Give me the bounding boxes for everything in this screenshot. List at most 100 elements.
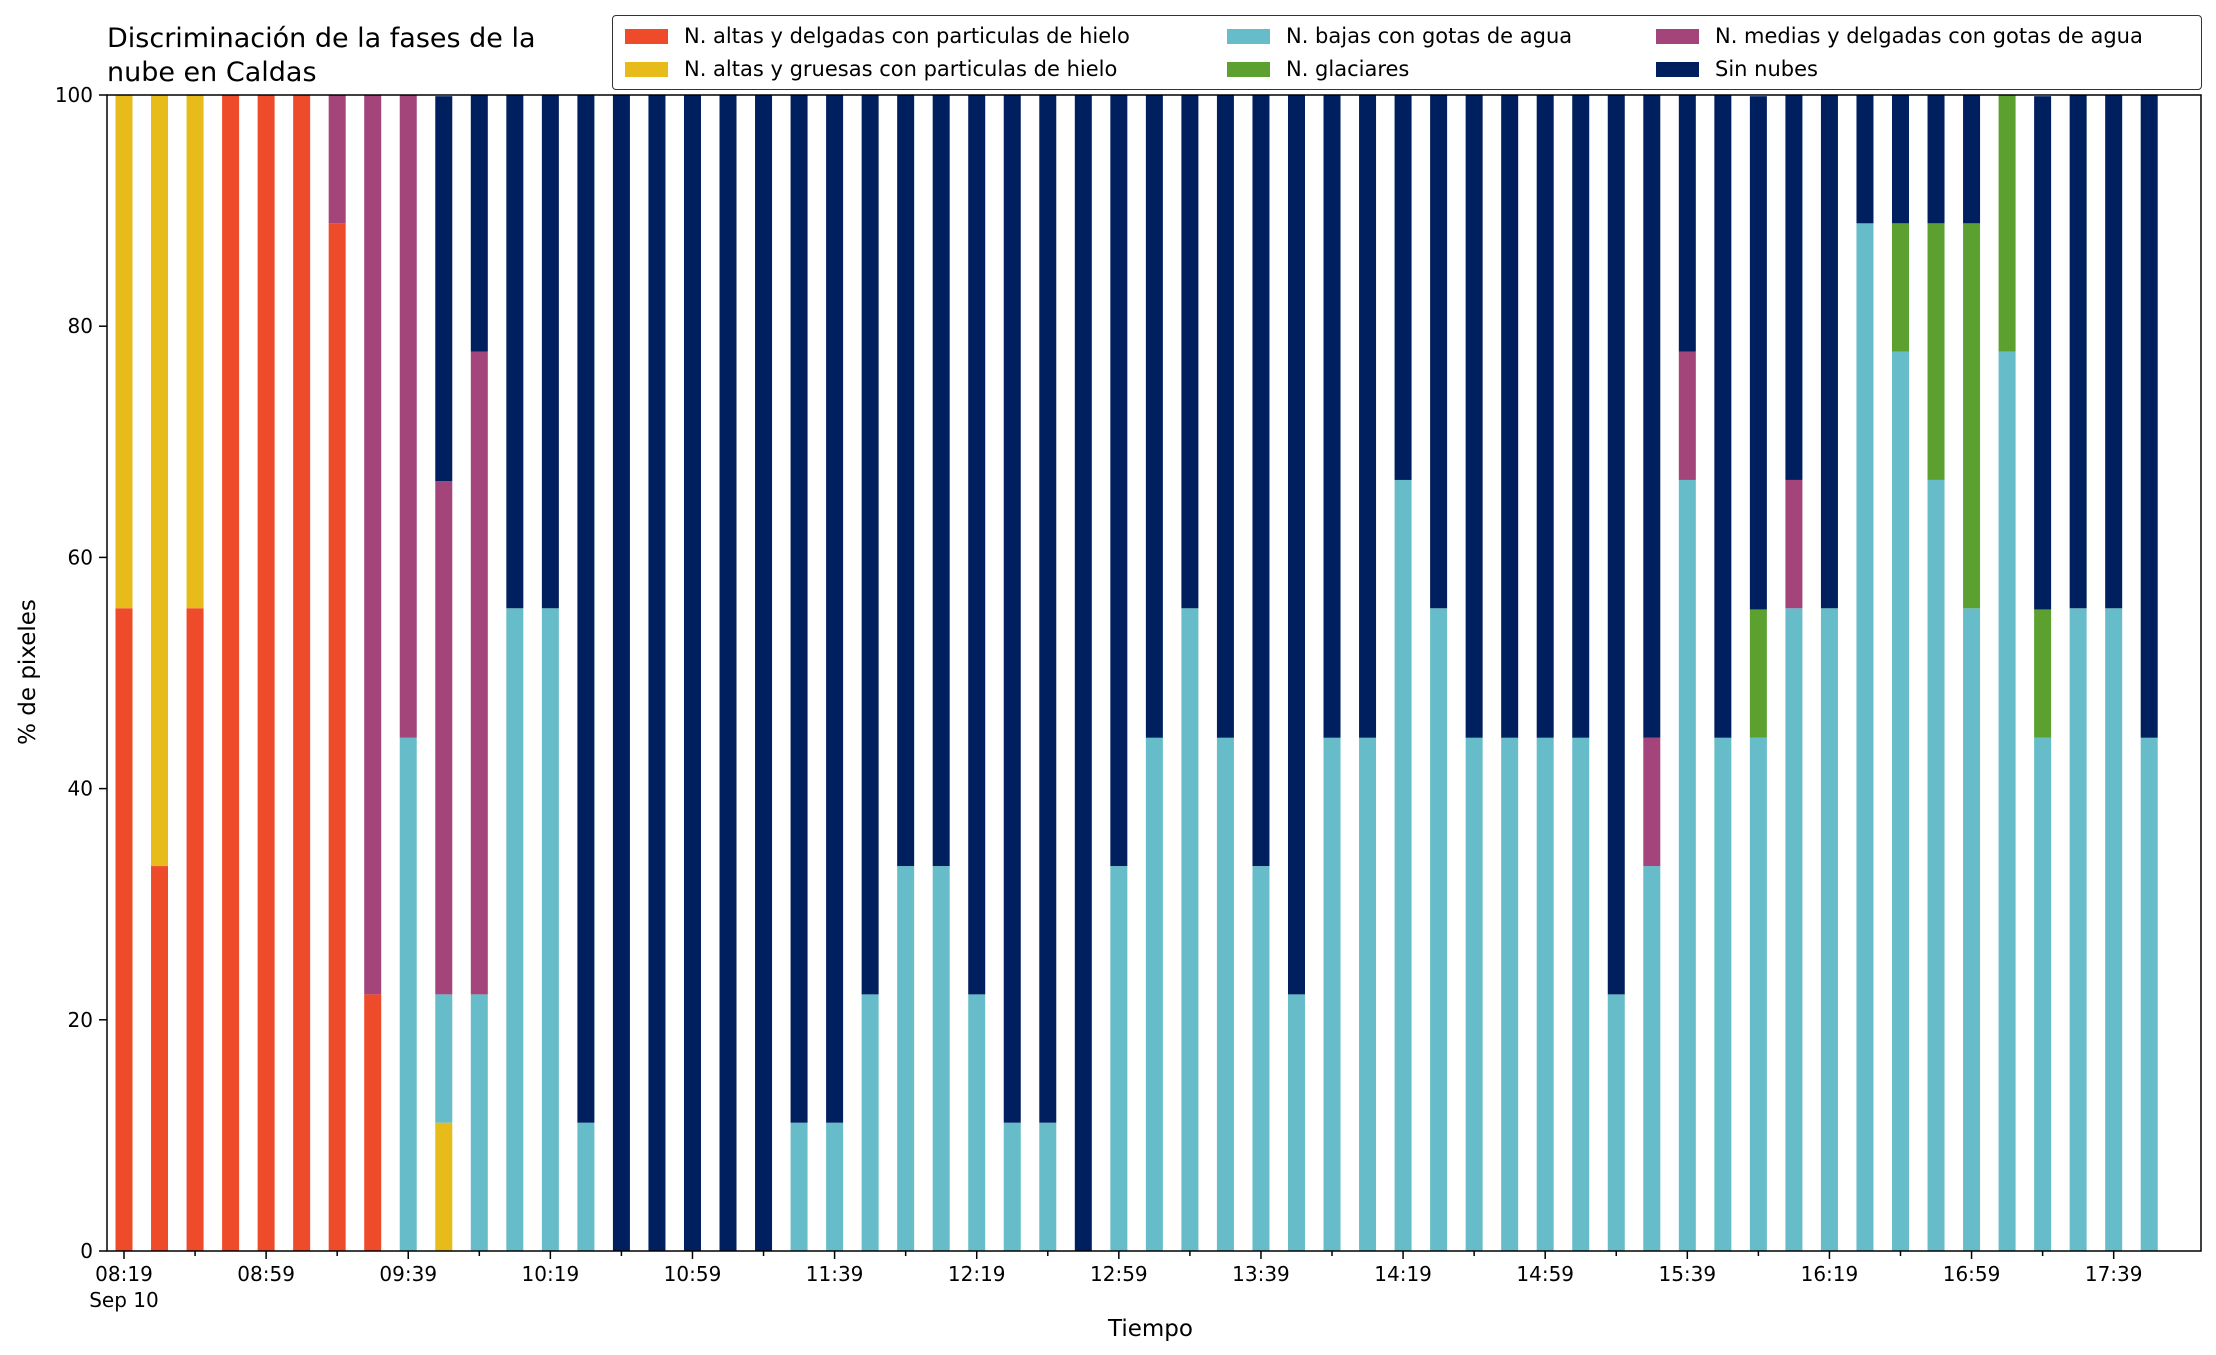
bar-segment-glaciar-1719 bbox=[2034, 609, 2052, 738]
bar-segment-baja-agua-1029 bbox=[577, 1122, 595, 1251]
bar-segment-baja-agua-1329 bbox=[1216, 737, 1234, 1251]
x-tick-label-1059: 10:59 bbox=[664, 1262, 722, 1286]
bar-segment-alta-gruesa-0949 bbox=[435, 1122, 453, 1251]
bar-segment-glaciar-1649 bbox=[1927, 223, 1945, 480]
legend-label-media-agua: N. medias y delgadas con gotas de agua bbox=[1715, 24, 2143, 48]
bar-segment-sin-nubes-1559 bbox=[1749, 96, 1767, 610]
bar-segment-baja-agua-1439 bbox=[1465, 737, 1483, 1251]
legend-label-baja-agua: N. bajas con gotas de agua bbox=[1286, 24, 1573, 48]
bar-segment-sin-nubes-1009 bbox=[506, 95, 524, 609]
bar-segment-alta-gruesa-0819 bbox=[115, 95, 133, 609]
bar-segment-media-agua-0929 bbox=[364, 95, 382, 995]
bar-segment-sin-nubes-1329 bbox=[1216, 95, 1234, 738]
legend-item-baja-agua: N. bajas con gotas de agua bbox=[1227, 21, 1572, 51]
bar-segment-baja-agua-1509 bbox=[1572, 737, 1590, 1251]
bar-segment-baja-agua-1159 bbox=[897, 866, 915, 1251]
x-axis-label: Tiempo bbox=[1108, 1316, 1193, 1342]
bar-segment-sin-nubes-1639 bbox=[1892, 95, 1909, 224]
bar-segment-sin-nubes-0959 bbox=[470, 95, 488, 352]
x-tick-label-1659: 16:59 bbox=[1943, 1262, 2001, 1286]
bar-segment-sin-nubes-1659 bbox=[1963, 95, 1981, 224]
x-tick-label-1739: 17:39 bbox=[2085, 1262, 2143, 1286]
chart-title-line-1: Discriminación de la fases de la bbox=[107, 23, 536, 54]
bar-segment-baja-agua-1739 bbox=[2105, 608, 2123, 1251]
bar-segment-sin-nubes-1749 bbox=[2140, 95, 2158, 738]
bar-segment-baja-agua-1559 bbox=[1749, 737, 1767, 1251]
bar-segment-glaciar-1709 bbox=[1998, 95, 2016, 352]
legend-item-glaciar: N. glaciares bbox=[1227, 54, 1409, 84]
legend-swatch-baja-agua bbox=[1227, 28, 1270, 44]
bar-segment-media-agua-0949 bbox=[435, 481, 453, 995]
bar-segment-baja-agua-1649 bbox=[1927, 479, 1945, 1251]
bar-segment-glaciar-1639 bbox=[1892, 223, 1909, 352]
x-tick-label-1459: 14:59 bbox=[1516, 1262, 1574, 1286]
bar-segment-sin-nubes-1059 bbox=[683, 95, 701, 1251]
bar-segment-baja-agua-1539 bbox=[1678, 479, 1696, 1251]
x-tick-label-0939: 09:39 bbox=[379, 1262, 437, 1286]
bar-segment-baja-agua-0949 bbox=[435, 994, 453, 1123]
bar-segment-glaciar-1559 bbox=[1749, 609, 1767, 738]
bar-segment-baja-agua-1139 bbox=[826, 1122, 844, 1251]
bar-segment-baja-agua-1239 bbox=[1039, 1122, 1057, 1251]
bar-segment-sin-nubes-1349 bbox=[1287, 95, 1305, 995]
y-tick-label-60: 60 bbox=[68, 545, 93, 569]
bar-segment-baja-agua-1359 bbox=[1323, 737, 1341, 1251]
legend-swatch-alta-gruesa bbox=[625, 61, 668, 77]
bar-segment-sin-nubes-1619 bbox=[1820, 95, 1838, 609]
bar-segment-baja-agua-0939 bbox=[399, 737, 417, 1251]
bar-segment-baja-agua-1009 bbox=[506, 608, 524, 1251]
bar-segment-alta-gruesa-0829 bbox=[151, 95, 169, 867]
bar-segment-baja-agua-1529 bbox=[1643, 866, 1661, 1251]
bar-segment-sin-nubes-1149 bbox=[861, 95, 879, 995]
y-tick-label-100: 100 bbox=[55, 83, 93, 107]
x-tick-label-1419: 14:19 bbox=[1374, 1262, 1432, 1286]
bars-layer bbox=[115, 95, 2158, 1251]
bar-segment-baja-agua-1259 bbox=[1110, 866, 1128, 1251]
bar-segment-alta-delgada-0859 bbox=[257, 95, 275, 1251]
y-tick-label-40: 40 bbox=[68, 777, 93, 801]
bar-segment-sin-nubes-1439 bbox=[1465, 95, 1483, 738]
bar-segment-sin-nubes-1609 bbox=[1785, 95, 1803, 480]
legend-item-alta-delgada: N. altas y delgadas con particulas de hi… bbox=[625, 21, 1130, 51]
bar-segment-sin-nubes-1729 bbox=[2069, 95, 2087, 609]
bar-segment-sin-nubes-1019 bbox=[541, 95, 559, 609]
chart-title-line-2: nube en Caldas bbox=[107, 57, 317, 88]
x-tick-label-1339: 13:39 bbox=[1232, 1262, 1290, 1286]
bar-segment-baja-agua-1729 bbox=[2069, 608, 2087, 1251]
legend-label-alta-gruesa: N. altas y gruesas con particulas de hie… bbox=[684, 57, 1118, 81]
bar-segment-sin-nubes-1719 bbox=[2034, 96, 2052, 610]
legend-item-media-agua: N. medias y delgadas con gotas de agua bbox=[1656, 21, 2143, 51]
bar-segment-baja-agua-1019 bbox=[541, 608, 559, 1251]
legend-item-alta-gruesa: N. altas y gruesas con particulas de hie… bbox=[625, 54, 1117, 84]
bar-segment-sin-nubes-1419 bbox=[1394, 95, 1412, 480]
legend-swatch-media-agua bbox=[1656, 28, 1699, 44]
bar-segment-sin-nubes-1139 bbox=[826, 95, 844, 1123]
bar-segment-sin-nubes-1309 bbox=[1145, 95, 1163, 738]
bar-segment-sin-nubes-1129 bbox=[790, 95, 808, 1123]
bar-segment-baja-agua-1429 bbox=[1430, 608, 1448, 1251]
bar-segment-sin-nubes-1249 bbox=[1074, 95, 1092, 1251]
bar-segment-sin-nubes-1539 bbox=[1678, 95, 1696, 352]
bar-segment-sin-nubes-1049 bbox=[648, 95, 666, 1251]
legend-label-glaciar: N. glaciares bbox=[1286, 57, 1410, 81]
x-tick-label-1219: 12:19 bbox=[948, 1262, 1006, 1286]
axes-layer: 0 20 40 60 80 100 08:19 08:59 09:39 10:19 10:59 11:… bbox=[55, 83, 2202, 1312]
bar-segment-alta-delgada-0849 bbox=[222, 95, 240, 1251]
bar-segment-glaciar-1659 bbox=[1963, 223, 1981, 609]
bar-segment-baja-agua-1629 bbox=[1856, 223, 1874, 1251]
bar-segment-baja-agua-1639 bbox=[1892, 351, 1909, 1251]
bar-segment-baja-agua-1219 bbox=[968, 994, 986, 1251]
bar-segment-baja-agua-1459 bbox=[1536, 737, 1554, 1251]
bar-segment-media-agua-1529 bbox=[1643, 737, 1661, 867]
bar-segment-sin-nubes-1119 bbox=[755, 95, 773, 1251]
bar-segment-alta-delgada-0829 bbox=[151, 866, 169, 1251]
legend-swatch-sin-nubes bbox=[1656, 61, 1699, 77]
bar-segment-baja-agua-1209 bbox=[932, 866, 950, 1251]
legend-swatch-glaciar bbox=[1227, 61, 1270, 77]
bar-segment-baja-agua-1409 bbox=[1359, 737, 1377, 1251]
x-tick-label-1139: 11:39 bbox=[806, 1262, 864, 1286]
bar-segment-baja-agua-1619 bbox=[1820, 608, 1838, 1251]
bar-segment-sin-nubes-0949 bbox=[435, 96, 453, 482]
x-tick-label-0819: 08:19 bbox=[95, 1262, 153, 1286]
